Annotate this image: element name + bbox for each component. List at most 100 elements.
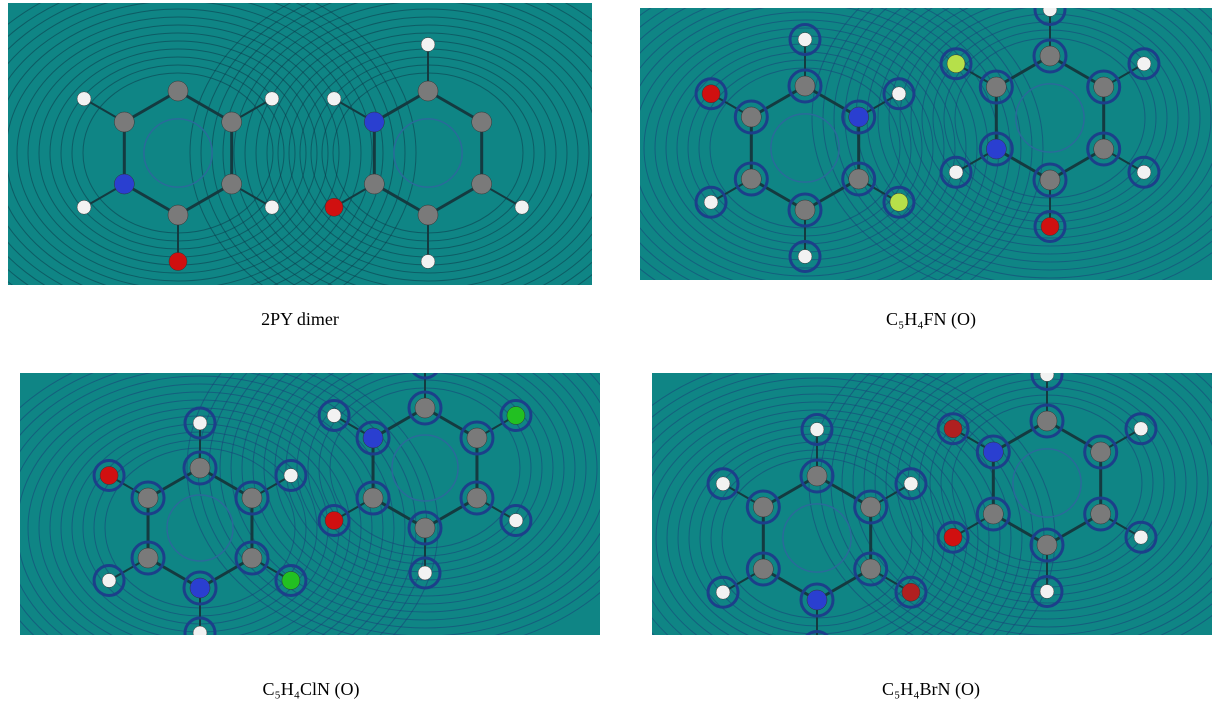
- atom: [363, 428, 383, 448]
- atom: [169, 253, 187, 271]
- atom: [983, 442, 1003, 462]
- atom: [1043, 8, 1057, 17]
- atom: [947, 55, 965, 73]
- ring-path: [783, 504, 851, 572]
- caption: C₅H₄BrN (O): [731, 679, 1131, 700]
- panel-image: [640, 8, 1212, 280]
- atom: [1094, 139, 1114, 159]
- atom: [138, 488, 158, 508]
- ring-path: [1013, 449, 1081, 517]
- atom: [168, 81, 188, 101]
- ring-path: [144, 119, 212, 187]
- atom: [467, 428, 487, 448]
- contour: [875, 373, 1212, 619]
- ring-path: [1016, 84, 1084, 152]
- atom: [100, 467, 118, 485]
- atom: [902, 583, 920, 601]
- atom: [849, 107, 869, 127]
- atom: [716, 477, 730, 491]
- atom: [807, 590, 827, 610]
- ring-path: [394, 119, 462, 187]
- atom: [507, 407, 525, 425]
- atom: [327, 92, 341, 106]
- atom: [77, 92, 91, 106]
- contour: [234, 3, 592, 285]
- atom: [509, 514, 523, 528]
- atom: [1040, 170, 1060, 190]
- atom: [472, 174, 492, 194]
- atom: [1134, 530, 1148, 544]
- atom: [168, 205, 188, 225]
- atom: [114, 112, 134, 132]
- atom: [418, 81, 438, 101]
- atom: [741, 107, 761, 127]
- contour: [834, 8, 1212, 280]
- atom: [114, 174, 134, 194]
- atom: [798, 33, 812, 47]
- atom: [753, 497, 773, 517]
- atom: [222, 112, 242, 132]
- figure: 2PY dimer C₅H₄FN (O) C₅H₄ClN (O) C₅H₄BrN…: [0, 0, 1222, 715]
- atom: [795, 200, 815, 220]
- atom: [810, 423, 824, 437]
- atom: [190, 578, 210, 598]
- atom: [265, 92, 279, 106]
- atom: [716, 585, 730, 599]
- caption: C₅H₄ClN (O): [111, 679, 511, 700]
- panel-image: [652, 373, 1212, 635]
- atom: [1040, 373, 1054, 382]
- contour: [245, 9, 592, 285]
- atom: [892, 87, 906, 101]
- atom: [983, 504, 1003, 524]
- atom: [1134, 422, 1148, 436]
- atom: [741, 169, 761, 189]
- atom: [753, 559, 773, 579]
- atom: [363, 488, 383, 508]
- atom: [222, 174, 242, 194]
- atom: [704, 195, 718, 209]
- atom: [325, 198, 343, 216]
- contour: [640, 8, 1021, 280]
- atom: [515, 200, 529, 214]
- caption: C₅H₄FN (O): [731, 309, 1131, 330]
- caption: 2PY dimer: [100, 309, 500, 330]
- atom: [1137, 57, 1151, 71]
- atom: [327, 409, 341, 423]
- atom: [467, 488, 487, 508]
- atom: [364, 112, 384, 132]
- contour: [640, 8, 999, 280]
- contour: [856, 8, 1212, 270]
- atom: [861, 559, 881, 579]
- atom: [421, 38, 435, 52]
- atom: [325, 512, 343, 530]
- atom: [890, 193, 908, 211]
- contour: [212, 3, 592, 285]
- atom: [77, 200, 91, 214]
- atom: [1137, 165, 1151, 179]
- atom: [418, 205, 438, 225]
- atom: [986, 77, 1006, 97]
- atom: [193, 626, 207, 635]
- atom: [702, 85, 720, 103]
- atom: [138, 548, 158, 568]
- atom: [193, 416, 207, 430]
- atom: [944, 420, 962, 438]
- atom: [472, 112, 492, 132]
- atom: [421, 255, 435, 269]
- atom: [949, 165, 963, 179]
- atom: [986, 139, 1006, 159]
- atom: [242, 548, 262, 568]
- atom: [1094, 77, 1114, 97]
- atom: [364, 174, 384, 194]
- atom: [284, 469, 298, 483]
- atom: [282, 572, 300, 590]
- atom: [807, 466, 827, 486]
- atom: [1041, 218, 1059, 236]
- panel-image: [8, 3, 592, 285]
- atom: [418, 566, 432, 580]
- atom: [415, 398, 435, 418]
- atom: [861, 497, 881, 517]
- atom: [265, 200, 279, 214]
- atom: [944, 528, 962, 546]
- ring-path: [771, 114, 839, 182]
